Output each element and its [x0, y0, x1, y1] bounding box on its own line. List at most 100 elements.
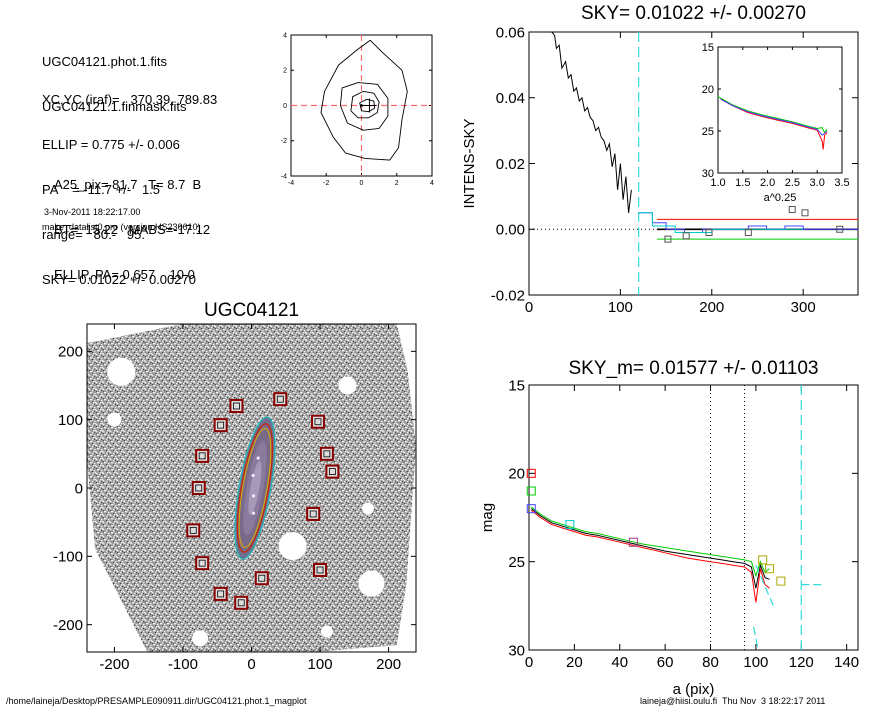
mask-box: [254, 571, 269, 586]
sky-point: [836, 225, 844, 233]
galaxy-fit-ellipse: [238, 428, 272, 548]
mask-box: [273, 392, 288, 407]
mask-box-inner: [309, 510, 317, 518]
mag-ytick-label: 15: [508, 377, 525, 394]
galaxy-ytick-label: -200: [53, 617, 83, 634]
galaxy-ytick-label: 0: [75, 480, 83, 497]
mag-frame: [528, 384, 859, 651]
galaxy-params: A25_pix= 81.7 T= 8.7 B BT= 15.22 MABS=-1…: [54, 147, 210, 297]
sky-ylabel: INTENS-SKY: [461, 118, 478, 208]
phot-file-label: UGC04121.phot.1.fits: [42, 54, 168, 69]
bt-label: BT= 15.22 MABS=-17.12: [54, 222, 211, 237]
mask-box-inner: [258, 574, 266, 582]
mask-box: [325, 464, 340, 479]
mask-box: [234, 595, 249, 610]
inset-xtick-label: 3.0: [810, 177, 825, 189]
mask-box-inner: [328, 468, 336, 476]
mag-xtick-label: 40: [611, 654, 628, 671]
mag-point: [526, 486, 536, 496]
sky-title: SKY= 0.01022 +/- 0.00270: [581, 3, 806, 24]
inset-ytick-label: 20: [702, 84, 714, 96]
mag-point: [526, 468, 536, 478]
mag-xtick-label: 140: [834, 654, 859, 671]
sky-point: [744, 229, 752, 237]
ellip-label: ELLIP = 0.775 +/- 0.006: [42, 137, 180, 152]
galaxy-knot: [251, 494, 256, 498]
footer-path: /home/laineja/Desktop/PRESAMPLE090911.di…: [6, 696, 307, 706]
inset-xlabel: a^0.25: [764, 192, 797, 204]
galaxy-xtick-label: 200: [376, 656, 401, 673]
pa-label: PA = -11.7 +/- 1.5: [42, 182, 161, 197]
sky-xtick-label: 200: [699, 299, 724, 316]
masked-star: [338, 376, 357, 395]
inset-series-0: [717, 96, 828, 134]
mask-file-label: UGC04121.1.finmask.fits: [42, 99, 187, 114]
galaxy-ytick-label: 100: [58, 412, 83, 429]
sky-ytick-label: 0.02: [496, 156, 525, 173]
mask-box: [313, 563, 328, 577]
galaxy-xtick-label: 0: [247, 656, 255, 673]
file-list: UGC04121.phot.1.fits UGC04121.1.finmask.…: [42, 24, 187, 129]
inset-frame: [717, 46, 843, 174]
mag-xtick-label: 100: [743, 654, 768, 671]
mag-ylabel: mag: [479, 503, 496, 532]
galaxy-ellipses: [234, 416, 276, 560]
contour-xtick-label: 0: [360, 180, 364, 187]
mask-box: [195, 448, 210, 463]
masked-star: [362, 502, 375, 515]
galaxy-xtick-label: -100: [168, 656, 198, 673]
range-label: range= 80.- 95.: [42, 227, 145, 242]
a25-label: A25_pix= 81.7 T= 8.7 B: [54, 177, 202, 192]
galaxy-knot: [251, 473, 255, 478]
contour-level: [320, 39, 408, 161]
mask-box: [186, 523, 201, 538]
sky-point: [801, 209, 809, 217]
contour-xtick-label: -4: [288, 180, 294, 187]
mag-xtick-label: 60: [657, 654, 674, 671]
center-label: XC,YC (iraf)= 370.39, 789.83: [42, 92, 218, 107]
mask-box: [310, 414, 325, 429]
masked-star: [192, 630, 209, 647]
sky-ytick-label: -0.02: [491, 287, 525, 304]
inset-series-1: [720, 98, 828, 150]
mask-box: [195, 556, 210, 571]
galaxy-knot: [256, 456, 260, 460]
mag-ytick-label: 20: [508, 466, 525, 483]
galaxy-ytick-label: -100: [53, 549, 83, 566]
mask-box-inner: [189, 526, 197, 534]
contour-center-dot: [360, 104, 363, 107]
masked-star: [107, 357, 136, 386]
mask-box-inner: [323, 450, 331, 458]
mask-box-inner: [195, 484, 203, 492]
sky-ytick-label: 0.06: [496, 24, 525, 41]
sky-point: [705, 229, 713, 237]
mag-point: [628, 537, 638, 547]
contour-level: [339, 82, 389, 131]
contour-ytick-label: 0: [283, 103, 287, 110]
inset-ytick-label: 30: [702, 168, 714, 180]
sky-label: SKY= 0.01022 +/- 0.00270: [42, 272, 196, 287]
inset-ytick-label: 25: [702, 126, 714, 138]
inset-xtick-label: 1.5: [735, 177, 750, 189]
sky-xtick-label: 300: [791, 299, 816, 316]
inset-series-2: [720, 98, 828, 136]
contour-xtick-label: -2: [323, 180, 329, 187]
contour-xtick-label: 4: [430, 180, 434, 187]
galaxy-knot: [251, 511, 256, 515]
sky-point: [682, 232, 690, 240]
galaxy-xtick-label: -200: [99, 656, 129, 673]
mag-xtick-label: 0: [525, 654, 533, 671]
mask-box: [213, 418, 228, 433]
mask-box-inner: [217, 590, 225, 598]
inset-ytick-label: 15: [702, 42, 714, 54]
contour-ytick-label: -4: [281, 173, 287, 180]
galaxy-ytick-label: 200: [58, 344, 83, 361]
mask-box: [229, 399, 244, 413]
masked-star: [320, 625, 333, 638]
inset-xtick-label: 1.0: [710, 177, 725, 189]
masked-star: [107, 412, 122, 427]
mag-point: [765, 564, 775, 574]
contour-ytick-label: -2: [281, 138, 287, 145]
mag-xtick-label: 120: [789, 654, 814, 671]
inset-xtick-label: 2.5: [785, 177, 800, 189]
